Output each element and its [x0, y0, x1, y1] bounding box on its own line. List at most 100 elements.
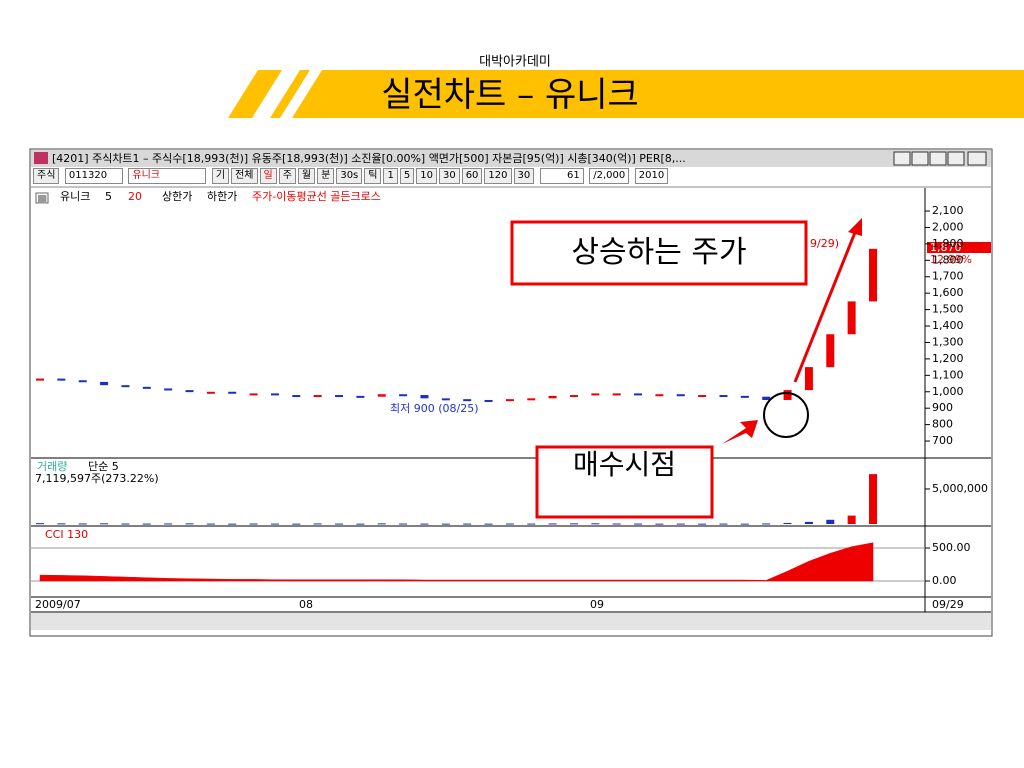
close[interactable]	[967, 151, 987, 166]
tool-button[interactable]: 5	[399, 168, 415, 184]
candle	[762, 396, 771, 400]
buy-box	[535, 445, 714, 519]
candle	[441, 398, 450, 401]
tool-button[interactable]: 일	[259, 168, 277, 184]
volume-bar	[399, 523, 408, 525]
volume-bar	[356, 523, 365, 525]
tool-button[interactable]: 주	[278, 168, 296, 184]
volume-bar	[249, 523, 258, 525]
y-tick-label: 1,500	[932, 303, 964, 316]
code[interactable]: 011320	[64, 168, 123, 184]
y-tick-label: 900	[932, 401, 953, 414]
cci-area	[402, 579, 425, 582]
cci-area	[659, 579, 682, 582]
volume-bar	[292, 523, 301, 525]
volume-bar	[826, 519, 835, 524]
mode[interactable]: 주식	[33, 168, 60, 184]
cci-area	[573, 579, 596, 582]
volume-bar	[634, 523, 643, 525]
y-tick-label: 1,400	[932, 319, 964, 332]
cci-area	[595, 579, 617, 582]
btn[interactable]	[947, 151, 965, 166]
cci-area	[552, 579, 575, 582]
y-tick-label: 1,600	[932, 286, 964, 299]
legend-item: 20	[128, 190, 142, 203]
cci-area	[509, 579, 532, 582]
candle	[377, 394, 386, 397]
candle	[548, 395, 557, 399]
candle	[783, 390, 792, 400]
tool-button[interactable]: 10	[416, 168, 437, 184]
volume-bar	[869, 474, 877, 524]
volume-bar	[185, 523, 194, 525]
btn[interactable]	[893, 151, 911, 166]
low-label: 최저 900 (08/25)	[390, 402, 479, 415]
volume-bar	[847, 515, 856, 524]
tool-button[interactable]: 월	[297, 168, 316, 184]
banner	[228, 70, 1024, 118]
stripe	[280, 70, 322, 118]
y-tick-label: 2,000	[932, 220, 964, 233]
candle	[676, 394, 685, 397]
volume-bar	[377, 523, 386, 525]
cci-area	[488, 579, 511, 582]
buy-wrap: 매수시점	[572, 448, 677, 481]
volume-bar	[762, 523, 771, 525]
scrollbar[interactable]	[31, 613, 991, 630]
tool-button[interactable]: 60	[461, 168, 483, 184]
cci-area	[360, 579, 382, 582]
cci-area	[424, 579, 447, 582]
tool-button[interactable]: 1	[383, 168, 398, 184]
volume-bar	[100, 523, 109, 525]
cci-area	[338, 579, 361, 582]
buy-text: 매수시점	[572, 448, 677, 481]
y-tick-label: 1,800	[932, 253, 964, 266]
last-price: 1,870	[930, 241, 962, 254]
y-tick-label: 500.00	[932, 541, 971, 554]
count[interactable]: 61	[539, 168, 584, 184]
stock-name[interactable]: 유니크	[128, 168, 207, 184]
tool-button[interactable]: 30	[513, 168, 535, 184]
volume-bar	[783, 522, 792, 524]
btn[interactable]	[929, 151, 947, 166]
cci-area	[317, 579, 340, 582]
tool-button[interactable]: 120	[484, 168, 512, 184]
cci-area	[445, 579, 468, 582]
candle	[292, 395, 301, 398]
volume-bar	[441, 523, 450, 525]
date: 08	[299, 598, 313, 611]
volume-bar	[548, 523, 557, 525]
legend-item: 주가-이동평균선 골든크로스	[252, 190, 381, 203]
y-tick-label: 1,200	[932, 352, 964, 365]
tool-button[interactable]: 30	[438, 168, 460, 184]
cci-area	[531, 579, 553, 582]
candle	[335, 395, 344, 398]
tool-button[interactable]: 분	[317, 168, 335, 184]
cci-area	[189, 578, 212, 582]
volume-bar	[612, 523, 621, 525]
volume-bar	[719, 523, 728, 525]
tool-button[interactable]: 틱	[364, 168, 382, 184]
tool-button[interactable]: 기	[211, 168, 230, 184]
volume-bar	[164, 523, 173, 525]
cci-area	[296, 579, 318, 582]
window-buttons[interactable]	[893, 151, 987, 166]
app-icon	[34, 152, 48, 164]
volume-bar	[804, 521, 813, 524]
volume-bar	[569, 523, 578, 525]
candle	[356, 395, 365, 398]
tool-button[interactable]: 30s	[336, 168, 363, 184]
btn[interactable]	[911, 151, 929, 166]
candle	[612, 393, 621, 396]
cci-area	[637, 579, 660, 582]
tool-button[interactable]: 전체	[231, 168, 258, 184]
volume-bar	[505, 523, 514, 525]
candle	[121, 385, 130, 388]
last-price-box	[927, 242, 991, 253]
candle	[36, 378, 44, 381]
cci-area	[680, 579, 703, 582]
volume-bar	[36, 523, 44, 525]
plot	[31, 248, 925, 582]
volume-bar	[420, 523, 429, 525]
